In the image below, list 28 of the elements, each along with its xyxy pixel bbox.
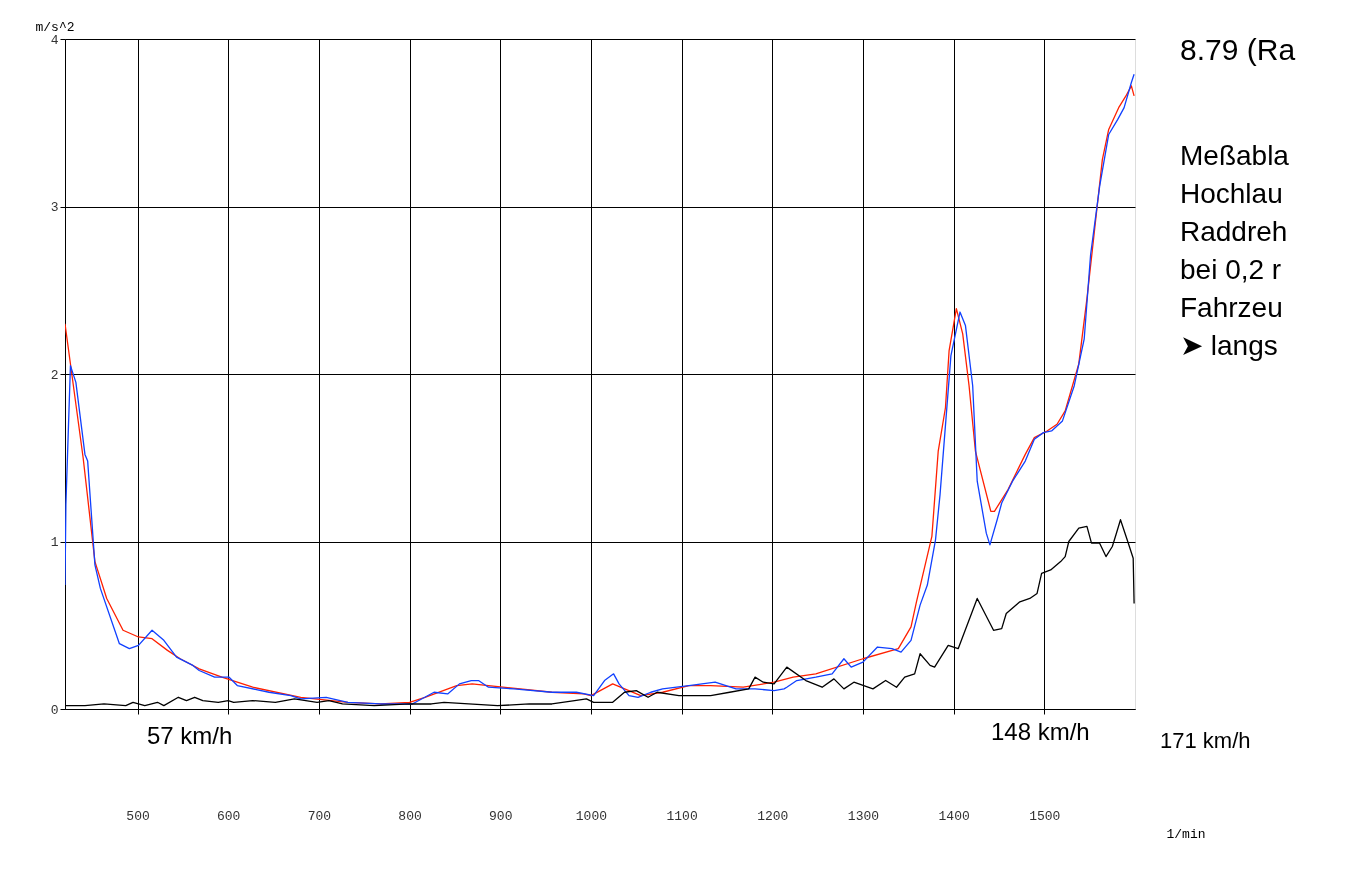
text: bei 0,2 r <box>1180 254 1282 285</box>
x-tick-label: 1400 <box>938 808 970 824</box>
text: Raddreh <box>1180 216 1288 247</box>
text: Meßabla <box>1180 140 1290 171</box>
x-tick-label: 1100 <box>666 808 698 824</box>
text: ➤ langs <box>1180 330 1278 361</box>
text: 57 km/h <box>147 722 233 749</box>
x-tick-label: 1300 <box>847 808 880 824</box>
y-tick-label: 4 <box>50 32 59 48</box>
x-tick-label: 1200 <box>757 808 789 824</box>
x-tick-label: 900 <box>489 808 513 824</box>
x-tick-label: 500 <box>126 808 150 824</box>
x-tick-label: 800 <box>398 808 422 824</box>
y-tick-label: 2 <box>50 367 59 383</box>
y-tick-label: 3 <box>50 200 59 215</box>
y-tick-label: 0 <box>50 702 59 718</box>
text: Hochlau <box>1180 178 1283 209</box>
x-axis-title: 1/min <box>1166 826 1206 842</box>
y-tick-label: 1 <box>50 535 59 550</box>
x-tick-label: 1000 <box>575 808 608 824</box>
text: 148 km/h <box>991 718 1090 745</box>
x-tick-label: 600 <box>217 808 241 824</box>
x-tick-label: 700 <box>307 808 332 824</box>
text: 171 km/h <box>1160 728 1251 753</box>
text: 8.79 (Ra <box>1180 33 1296 66</box>
y-axis-title: m/s^2 <box>35 19 75 35</box>
text: Fahrzeu <box>1180 292 1283 323</box>
x-tick-label: 1500 <box>1029 808 1061 824</box>
